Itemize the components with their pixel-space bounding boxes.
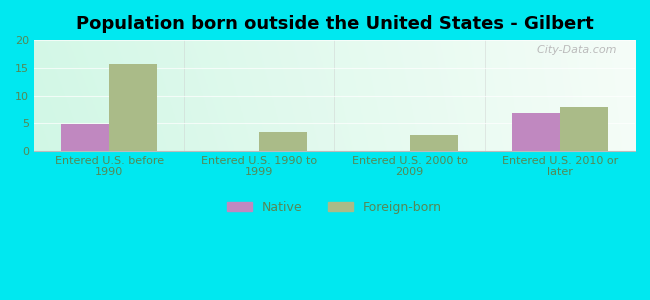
- Bar: [410, 135, 458, 151]
- Bar: [512, 113, 560, 151]
- Legend: Native, Foreign-born: Native, Foreign-born: [222, 196, 447, 219]
- Title: Population born outside the United States - Gilbert: Population born outside the United State…: [75, 15, 593, 33]
- Text: City-Data.com: City-Data.com: [530, 44, 617, 55]
- Bar: [560, 107, 608, 151]
- Bar: [61, 124, 109, 151]
- Bar: [109, 64, 157, 151]
- Bar: [259, 132, 307, 151]
